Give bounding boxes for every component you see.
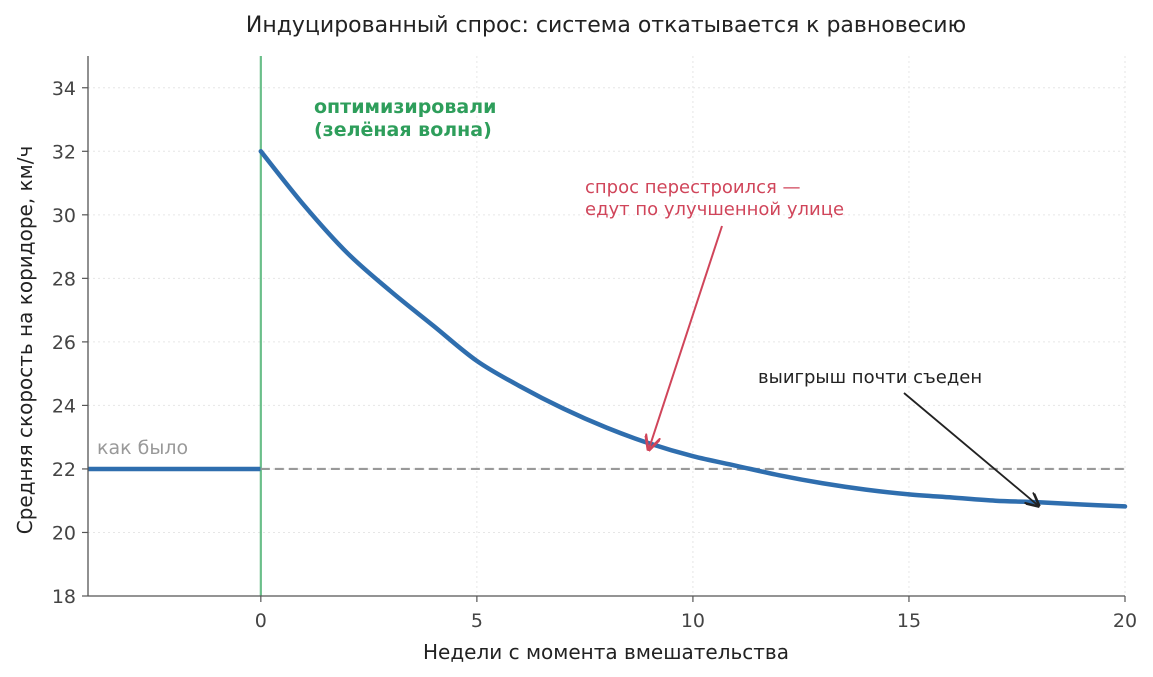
x-tick-label: 5	[471, 610, 483, 632]
intervention-label-line: (зелёная волна)	[314, 119, 492, 141]
series-layer	[88, 149, 1128, 509]
demand-arrow	[649, 225, 723, 450]
y-tick-label: 20	[52, 522, 76, 544]
intervention-label-line: оптимизировали	[314, 96, 496, 118]
x-tick-label: 15	[897, 610, 921, 632]
y-tick-label: 26	[52, 332, 76, 354]
gain-eaten-label: выигрыш почти съеден	[758, 367, 982, 388]
series-line-after	[258, 149, 1128, 509]
gain-eaten-arrow	[903, 392, 1039, 506]
demand-label: спрос перестроился — едут по улучшенной у…	[585, 177, 844, 220]
axes: 18 20 22 24 26 28 30 32 34 0 5 10 15 20	[52, 56, 1137, 632]
y-tick-label: 18	[52, 586, 76, 608]
annotations: оптимизировали (зелёная волна) спрос перес…	[314, 96, 1039, 506]
x-axis-label: Недели с момента вмешательства	[423, 640, 789, 664]
x-tick-label: 0	[255, 610, 267, 632]
baseline-label: как было	[97, 437, 188, 459]
y-tick-label: 32	[52, 141, 76, 163]
y-tick-label: 24	[52, 395, 76, 417]
grid	[88, 56, 1126, 597]
y-tick-label: 30	[52, 205, 76, 227]
chart-title: Индуцированный спрос: система откатывает…	[246, 13, 966, 38]
y-tick-label: 22	[52, 459, 76, 481]
reference-lines: как было	[97, 56, 1125, 596]
demand-label-line: спрос перестроился —	[585, 177, 801, 198]
y-axis-label: Средняя скорость на коридоре, км/ч	[13, 146, 37, 535]
x-tick-label: 20	[1113, 610, 1137, 632]
demand-label-line: едут по улучшенной улице	[585, 199, 844, 220]
y-tick-label: 28	[52, 268, 76, 290]
y-tick-label: 34	[52, 78, 76, 100]
x-tick-label: 10	[681, 610, 705, 632]
intervention-label: оптимизировали (зелёная волна)	[314, 96, 496, 141]
